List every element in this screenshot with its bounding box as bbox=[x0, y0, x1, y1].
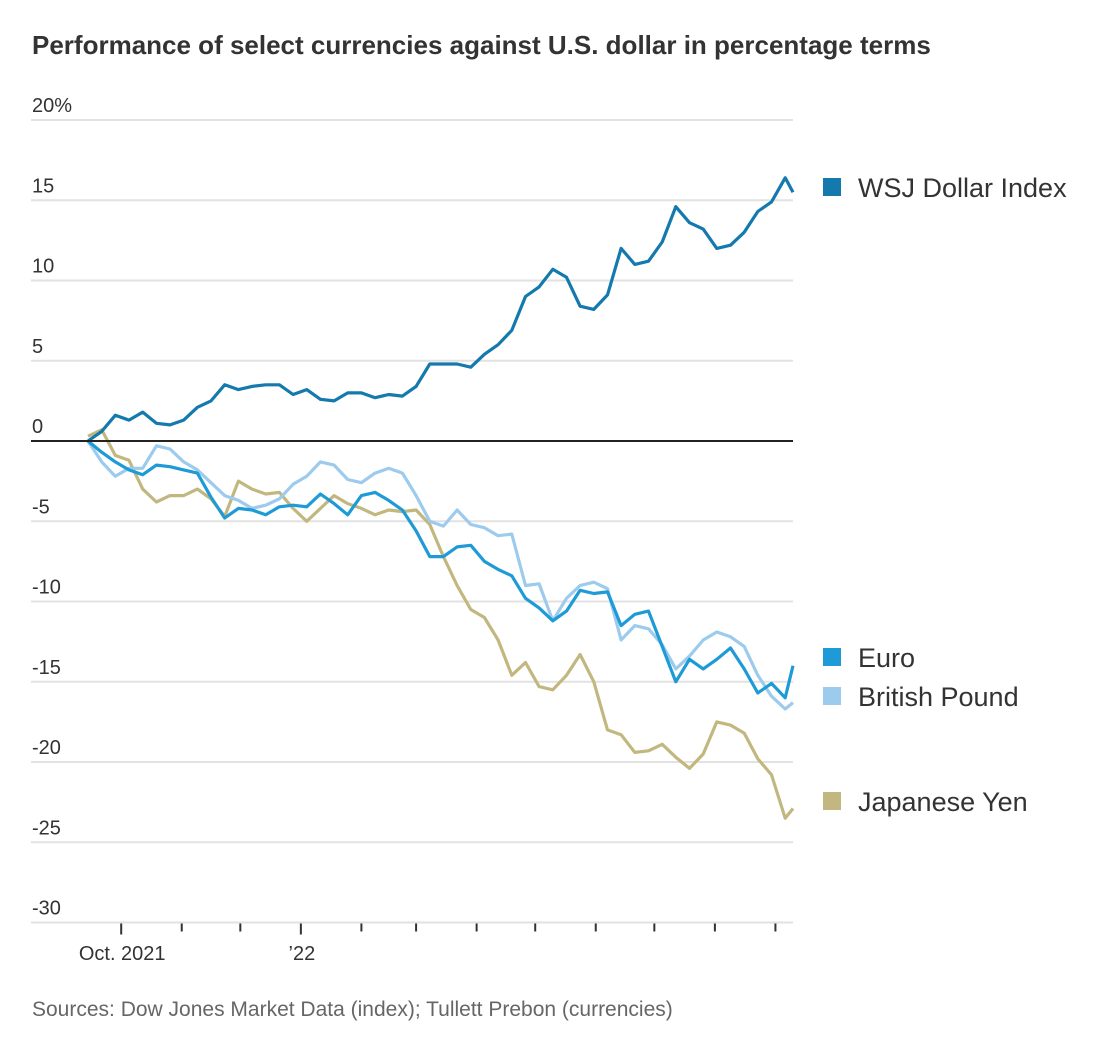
series-lines bbox=[31, 176, 795, 820]
y-tick-label: -10 bbox=[32, 577, 61, 599]
y-tick-label: 10 bbox=[32, 256, 54, 278]
y-tick-label: -5 bbox=[32, 496, 50, 518]
y-tick-label: 0 bbox=[32, 416, 43, 438]
series-line-british-pound bbox=[86, 440, 795, 711]
x-axis-ticks: Oct. 2021 ’22 bbox=[79, 923, 777, 965]
legend: WSJ Dollar Index Euro British Pound Japanes… bbox=[823, 173, 1067, 817]
legend-label: Euro bbox=[858, 643, 915, 673]
legend-item: WSJ Dollar Index bbox=[823, 173, 1067, 203]
gridlines bbox=[31, 119, 793, 924]
legend-label: WSJ Dollar Index bbox=[858, 173, 1067, 203]
legend-swatch bbox=[823, 178, 841, 196]
legend-item: Japanese Yen bbox=[823, 787, 1028, 817]
y-axis-ticks: 20% 15 10 5 0 -5 -10 -15 -20 -25 -30 bbox=[32, 95, 72, 920]
chart-title: Performance of select currencies against… bbox=[32, 30, 931, 60]
legend-label: British Pound bbox=[858, 682, 1019, 712]
series-line-japanese-yen bbox=[87, 428, 795, 820]
y-tick-label: 15 bbox=[32, 175, 54, 197]
x-tick-label: ’22 bbox=[289, 943, 316, 965]
legend-swatch bbox=[823, 687, 841, 705]
y-tick-label: -20 bbox=[32, 737, 61, 759]
legend-label: Japanese Yen bbox=[858, 787, 1028, 817]
series-line-euro bbox=[86, 439, 795, 700]
legend-swatch bbox=[823, 792, 841, 810]
legend-item: Euro bbox=[823, 643, 915, 673]
y-tick-label: 5 bbox=[32, 336, 43, 358]
legend-swatch bbox=[823, 648, 841, 666]
y-tick-label: -30 bbox=[32, 898, 61, 920]
y-tick-label: 20% bbox=[32, 95, 72, 117]
y-tick-label: -25 bbox=[32, 817, 61, 839]
series-line-wsj-dollar-index bbox=[87, 176, 795, 443]
y-tick-label: -15 bbox=[32, 657, 61, 679]
legend-item: British Pound bbox=[823, 682, 1019, 712]
source-note: Sources: Dow Jones Market Data (index); … bbox=[32, 998, 673, 1021]
x-tick-label: Oct. 2021 bbox=[79, 943, 166, 965]
